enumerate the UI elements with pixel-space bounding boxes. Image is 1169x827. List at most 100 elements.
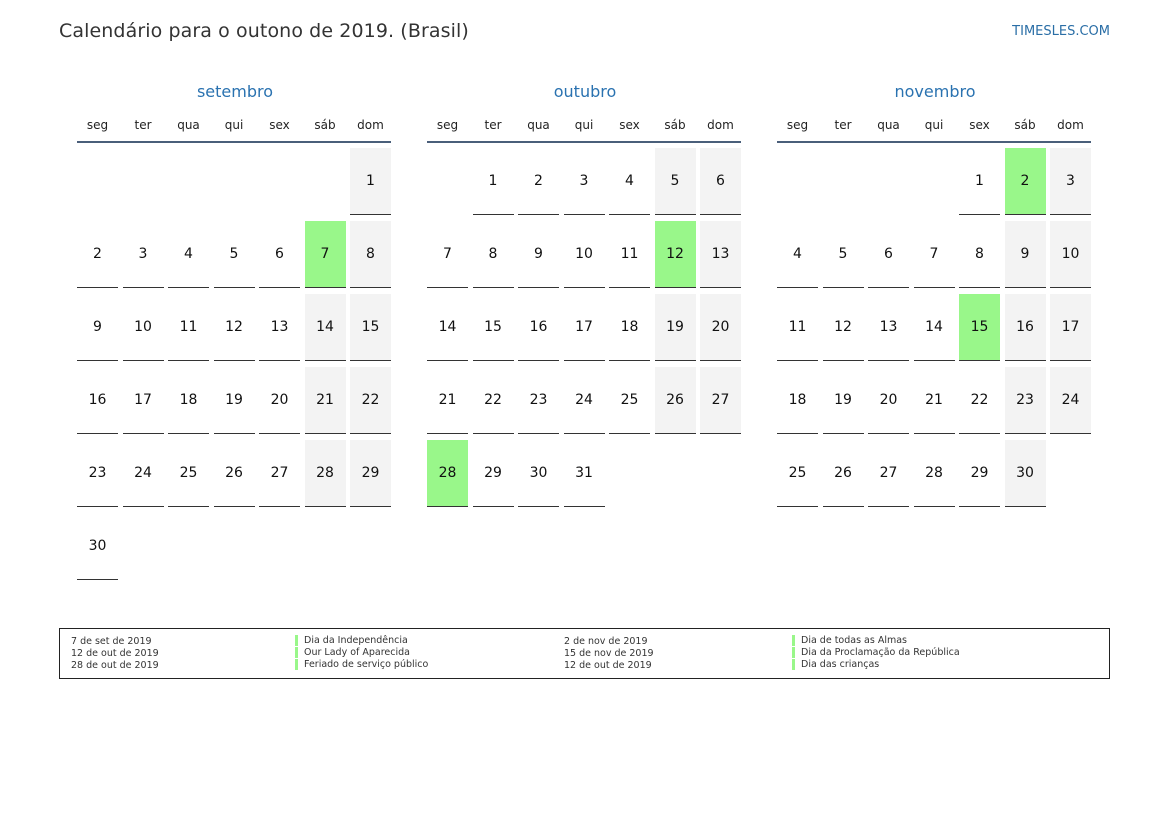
day-cell: 21 xyxy=(913,367,955,434)
day-cell: 6 xyxy=(700,148,741,215)
day-cell: 8 xyxy=(959,221,1000,288)
weekday-label: qui xyxy=(924,118,944,132)
day-cell: 4 xyxy=(777,221,818,288)
weekday-divider xyxy=(77,141,391,143)
day-cell: 19 xyxy=(213,367,255,434)
day-cell: 9 xyxy=(518,221,559,288)
legend-date: 12 de out de 2019 xyxy=(71,648,159,659)
holiday-legend: 7 de set de 2019 12 de out de 2019 28 de… xyxy=(59,628,1110,679)
day-cell: 7 xyxy=(913,221,955,288)
day-cell: 22 xyxy=(350,367,391,434)
weekday-divider xyxy=(427,141,741,143)
weekday-label: dom xyxy=(357,118,384,132)
day-cell: 3 xyxy=(563,148,605,215)
day-cell: 29 xyxy=(959,440,1000,507)
weekday-label: qua xyxy=(177,118,200,132)
day-cell: 28 xyxy=(913,440,955,507)
day-grid: 1 2 3 4 5 6 7 8 9 10 11 12 13 14 15 16 17 18 19 20 21 22 23 24 2… xyxy=(777,148,1093,588)
day-cell: 16 xyxy=(518,294,559,361)
day-cell: 20 xyxy=(868,367,909,434)
day-cell: 17 xyxy=(1050,294,1091,361)
day-cell: 14 xyxy=(304,294,346,361)
day-cell: 14 xyxy=(427,294,468,361)
day-cell: 6 xyxy=(259,221,300,288)
day-cell: 26 xyxy=(654,367,696,434)
day-cell: 23 xyxy=(518,367,559,434)
legend-date: 15 de nov de 2019 xyxy=(564,648,654,659)
month-title: novembro xyxy=(894,82,976,101)
holiday-day-cell: 12 xyxy=(654,221,696,288)
day-cell: 8 xyxy=(350,221,391,288)
day-cell: 12 xyxy=(822,294,864,361)
weekday-label: sáb xyxy=(1014,118,1036,132)
day-cell: 1 xyxy=(350,148,391,215)
holiday-day-cell: 28 xyxy=(427,440,468,507)
weekday-label: qui xyxy=(224,118,244,132)
page-title: Calendário para o outono de 2019. (Brasi… xyxy=(59,20,469,42)
month-title: setembro xyxy=(196,82,274,101)
day-cell: 7 xyxy=(427,221,468,288)
weekday-header: seg ter qua qui sex sáb dom xyxy=(427,118,743,144)
day-cell: 20 xyxy=(700,294,741,361)
day-cell: 24 xyxy=(563,367,605,434)
day-cell: 26 xyxy=(822,440,864,507)
legend-date: 28 de out de 2019 xyxy=(71,660,159,671)
legend-holiday-name: Feriado de serviço público xyxy=(295,659,544,670)
legend-holiday-name: Our Lady of Aparecida xyxy=(295,647,544,658)
day-cell: 10 xyxy=(122,294,164,361)
day-cell: 17 xyxy=(563,294,605,361)
weekday-header: seg ter qua qui sex sáb dom xyxy=(777,118,1093,144)
weekday-label: sex xyxy=(269,118,290,132)
day-cell: 26 xyxy=(213,440,255,507)
legend-date: 7 de set de 2019 xyxy=(71,636,152,647)
day-cell: 31 xyxy=(563,440,605,507)
holiday-day-cell: 7 xyxy=(304,221,346,288)
day-cell: 30 xyxy=(1004,440,1046,507)
day-cell: 20 xyxy=(259,367,300,434)
day-cell: 28 xyxy=(304,440,346,507)
weekday-label: ter xyxy=(134,118,152,132)
day-cell: 22 xyxy=(959,367,1000,434)
day-cell: 18 xyxy=(609,294,650,361)
day-cell: 25 xyxy=(168,440,209,507)
legend-date: 2 de nov de 2019 xyxy=(564,636,648,647)
brand-link[interactable]: TIMESLES.COM xyxy=(1012,24,1110,39)
holiday-day-cell: 2 xyxy=(1004,148,1046,215)
day-cell: 23 xyxy=(77,440,118,507)
day-cell: 27 xyxy=(868,440,909,507)
day-cell: 16 xyxy=(1004,294,1046,361)
legend-holiday-name: Dia das crianças xyxy=(792,659,1041,670)
holiday-day-cell: 15 xyxy=(959,294,1000,361)
day-cell: 18 xyxy=(168,367,209,434)
weekday-label: sex xyxy=(969,118,990,132)
weekday-label: qua xyxy=(527,118,550,132)
weekday-label: qua xyxy=(877,118,900,132)
day-cell: 30 xyxy=(77,513,118,580)
day-cell: 29 xyxy=(350,440,391,507)
day-cell: 30 xyxy=(518,440,559,507)
day-cell: 1 xyxy=(472,148,514,215)
weekday-label: sex xyxy=(619,118,640,132)
day-cell: 22 xyxy=(472,367,514,434)
day-cell: 3 xyxy=(122,221,164,288)
day-grid: 1 2 3 4 5 6 7 8 9 10 11 12 13 14 15 16 17 18 19 20 21 22 23 24 2… xyxy=(427,148,743,588)
day-cell: 5 xyxy=(213,221,255,288)
day-cell: 13 xyxy=(259,294,300,361)
weekday-label: dom xyxy=(1057,118,1084,132)
day-cell: 19 xyxy=(822,367,864,434)
day-cell: 13 xyxy=(868,294,909,361)
day-grid: 1 2 3 4 5 6 7 8 9 10 11 12 13 14 15 16 17 18 19 20 21 22 23 24 2… xyxy=(77,148,393,588)
day-cell: 2 xyxy=(77,221,118,288)
day-cell: 3 xyxy=(1050,148,1091,215)
weekday-label: sáb xyxy=(314,118,336,132)
day-cell: 12 xyxy=(213,294,255,361)
day-cell: 5 xyxy=(822,221,864,288)
day-cell: 2 xyxy=(518,148,559,215)
day-cell: 27 xyxy=(259,440,300,507)
day-cell: 17 xyxy=(122,367,164,434)
day-cell: 1 xyxy=(959,148,1000,215)
day-cell: 19 xyxy=(654,294,696,361)
day-cell: 10 xyxy=(1050,221,1091,288)
day-cell: 15 xyxy=(350,294,391,361)
day-cell: 18 xyxy=(777,367,818,434)
